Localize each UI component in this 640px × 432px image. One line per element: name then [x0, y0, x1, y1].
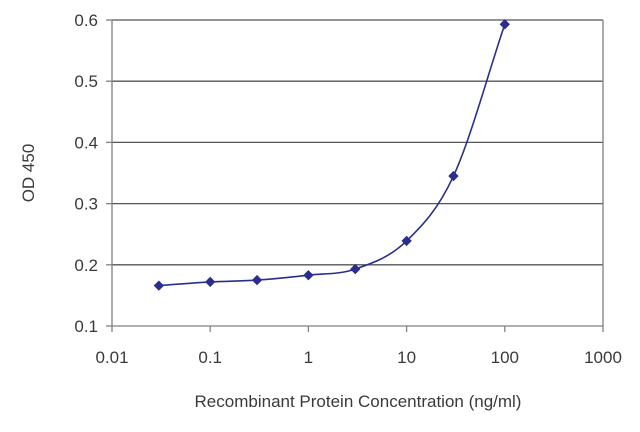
data-point [350, 263, 361, 275]
gridlines [112, 19, 603, 266]
data-points [153, 19, 510, 291]
x-tick-label: 100 [491, 348, 519, 367]
x-tick-label: 1 [304, 348, 313, 367]
x-tick-label: 0.01 [95, 348, 128, 367]
fit-curve [158, 24, 506, 287]
y-tick-label: 0.3 [74, 195, 98, 214]
data-point [153, 280, 165, 291]
fit-curve-layer [158, 24, 506, 287]
y-tick-label: 0.4 [74, 133, 98, 152]
y-axis-title: OD 450 [19, 144, 38, 203]
axes [106, 19, 604, 332]
y-tick-label: 0.1 [74, 317, 98, 336]
data-point [448, 170, 459, 182]
x-tick-label: 1000 [584, 348, 622, 367]
data-point [205, 276, 216, 288]
data-point [401, 235, 412, 247]
data-point [499, 19, 510, 30]
y-tick-label: 0.2 [74, 256, 98, 275]
y-tick-label: 0.6 [74, 11, 98, 30]
x-axis-title: Recombinant Protein Concentration (ng/ml… [195, 392, 522, 411]
x-tick-label: 0.1 [198, 348, 222, 367]
tick-labels: 0.1 0.2 0.3 0.4 0.5 0.6 0.01 0.1 1 10 100 1000 [74, 11, 622, 367]
data-point [251, 274, 263, 286]
x-tick-label: 10 [397, 348, 416, 367]
y-tick-label: 0.5 [74, 72, 98, 91]
data-point [303, 270, 314, 281]
